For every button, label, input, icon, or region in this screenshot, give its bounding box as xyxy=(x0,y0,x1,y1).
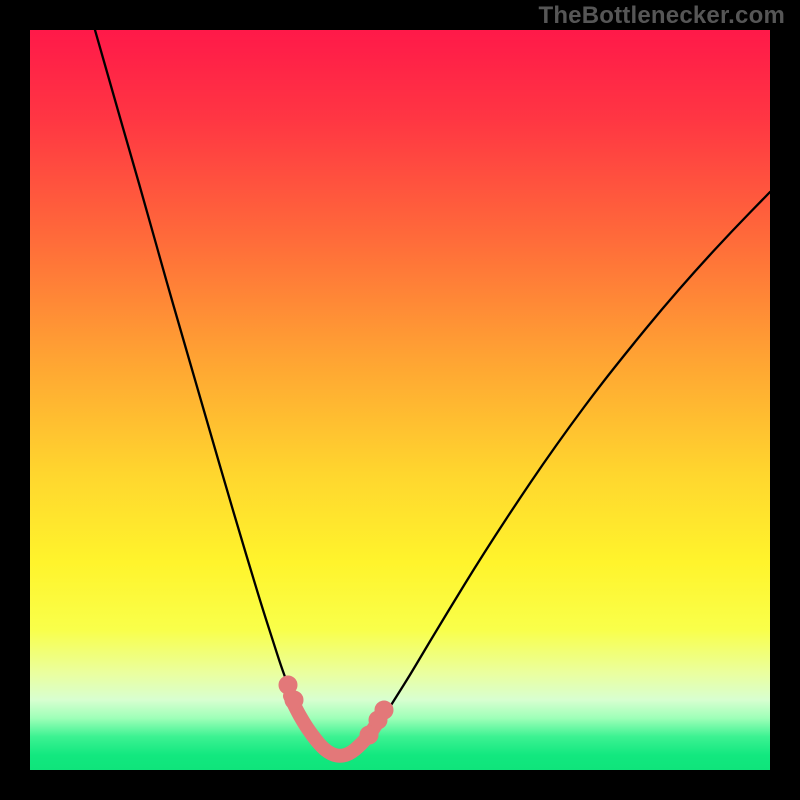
chart-frame: TheBottlenecker.com xyxy=(0,0,800,800)
bottleneck-chart xyxy=(30,30,770,770)
watermark-text: TheBottlenecker.com xyxy=(538,2,785,30)
data-marker xyxy=(375,701,393,719)
gradient-background xyxy=(30,30,770,770)
data-marker xyxy=(285,691,303,709)
